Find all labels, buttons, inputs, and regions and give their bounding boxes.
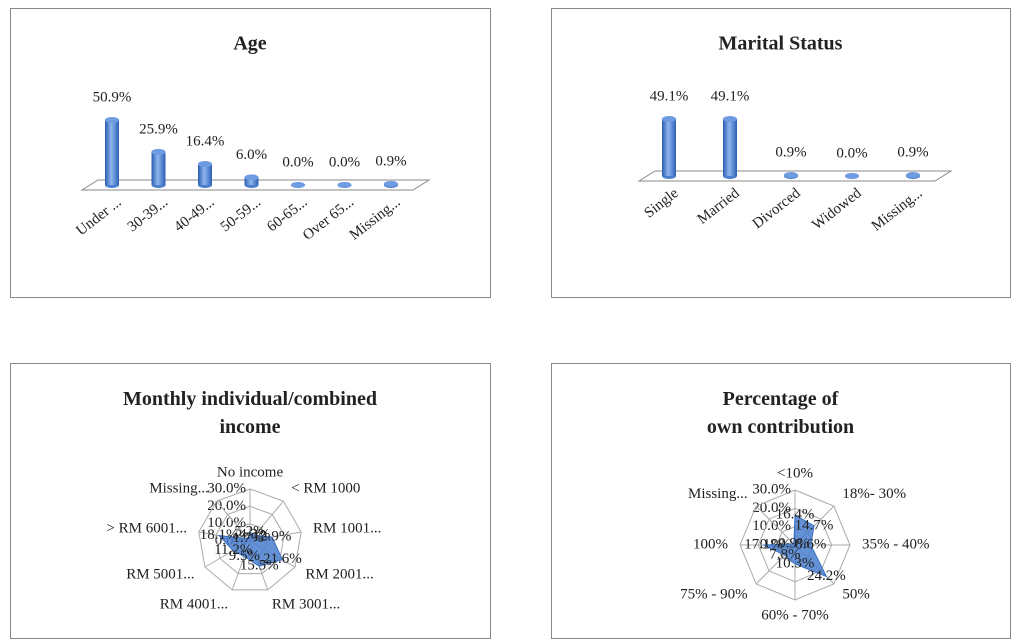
data-label: 49.1% xyxy=(650,88,689,104)
data-label: 8.6% xyxy=(795,536,826,552)
bar xyxy=(198,164,212,185)
category-label: <10% xyxy=(777,465,813,481)
cylinder-top xyxy=(291,182,305,188)
chart-title: Percentage of own contribution xyxy=(707,388,854,438)
category-label: 75% - 90% xyxy=(680,587,748,603)
data-label: 24.2% xyxy=(807,568,846,584)
cylinder-top xyxy=(662,116,676,122)
r-tick-label: 10.0% xyxy=(207,515,246,531)
category-label: RM 2001... xyxy=(305,566,373,582)
cylinder-top xyxy=(906,171,920,178)
category-label: > RM 6001... xyxy=(106,521,187,537)
chart-title: Monthly individual/combined income xyxy=(123,388,377,438)
data-label: 25.9% xyxy=(139,121,178,137)
category-label: RM 1001... xyxy=(313,521,381,537)
data-label: 50.9% xyxy=(93,89,132,105)
category-label: 35% - 40% xyxy=(862,536,930,552)
data-label: 5.2% xyxy=(234,523,265,539)
cylinder-top xyxy=(845,173,859,179)
bar xyxy=(151,151,166,185)
category-label: RM 3001... xyxy=(272,596,340,612)
chart-panel xyxy=(551,8,1011,298)
data-label: 1.7% xyxy=(232,530,263,546)
data-label: 11.2% xyxy=(214,542,252,558)
r-tick-label: 20.0% xyxy=(207,498,246,514)
cylinder-top xyxy=(198,161,212,168)
data-label: 9.5% xyxy=(229,548,260,564)
category-label: 50% xyxy=(842,587,870,603)
bar xyxy=(662,119,676,176)
data-label: 15.5% xyxy=(240,558,279,574)
bar xyxy=(105,120,119,185)
data-label: 0.9% xyxy=(375,153,406,169)
category-label: 18%- 30% xyxy=(842,486,906,502)
cylinder-top xyxy=(337,182,352,188)
r-tick-label: 10.0% xyxy=(752,518,791,534)
title-line: own contribution xyxy=(707,416,854,438)
category-label: < RM 1000 xyxy=(291,480,360,496)
chart-title: Marital Status xyxy=(719,33,843,55)
category-label: Missing... xyxy=(149,480,209,496)
category-label: 60% - 70% xyxy=(761,607,829,623)
spoke xyxy=(249,500,284,542)
data-label: 0.9% xyxy=(775,144,806,160)
category-label: RM 4001... xyxy=(160,596,228,612)
grid-ring xyxy=(198,488,302,591)
chart-title: Age xyxy=(233,33,266,55)
bar xyxy=(244,177,259,185)
data-label: 4.3% xyxy=(239,527,270,543)
cylinder-top xyxy=(244,174,259,181)
category-label: RM 5001... xyxy=(126,566,194,582)
data-label: 21.6% xyxy=(263,551,302,567)
data-label: 16.4% xyxy=(186,133,225,149)
title-line: Monthly individual/combined xyxy=(123,388,377,410)
radar-area xyxy=(217,531,284,567)
cylinder-top xyxy=(105,117,119,123)
chart-panel xyxy=(551,363,1011,639)
data-label: 10.3% xyxy=(776,555,815,571)
spoke xyxy=(216,500,251,542)
category-label: Missing... xyxy=(688,486,748,502)
data-label: 18.1% xyxy=(200,527,239,543)
data-label: 0.9% xyxy=(897,144,928,160)
data-label: 14.7% xyxy=(795,517,834,533)
data-label: 12.9% xyxy=(253,529,292,545)
bar xyxy=(723,119,737,176)
r-tick-label: 30.0% xyxy=(207,480,246,496)
cylinder-top xyxy=(784,171,798,178)
r-tick-label: 30.0% xyxy=(752,481,791,497)
radar-area xyxy=(763,514,828,578)
title-line: income xyxy=(219,416,280,438)
chart-panel xyxy=(10,8,491,298)
grid-ring xyxy=(215,505,285,575)
data-label: 0.9% xyxy=(778,535,809,551)
data-label: 7.8% xyxy=(769,547,800,563)
data-label: 6.0% xyxy=(236,147,267,163)
data-label: 17.1% xyxy=(744,536,783,552)
data-label: 49.1% xyxy=(711,88,750,104)
cylinder-top xyxy=(384,180,398,187)
data-label: 0.0% xyxy=(836,145,867,161)
data-label: 0.0% xyxy=(329,154,360,170)
cylinder-top xyxy=(151,148,166,155)
data-label: 16.4% xyxy=(776,506,815,522)
category-label: 100% xyxy=(693,536,728,552)
title-line: Percentage of xyxy=(723,388,839,410)
category-label: No income xyxy=(217,464,284,480)
cylinder-top xyxy=(723,116,737,122)
data-label: 0.0% xyxy=(282,154,313,170)
spoke xyxy=(755,505,796,546)
